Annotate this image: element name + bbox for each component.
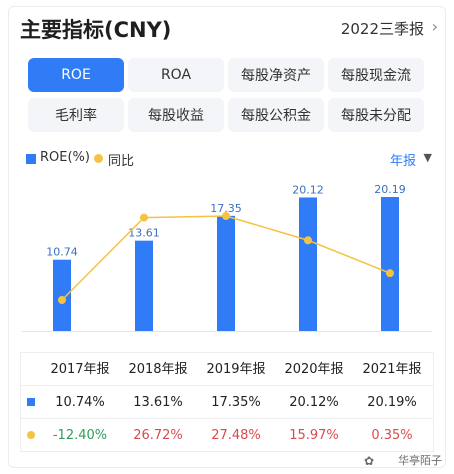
tab-gross-margin[interactable]: 毛利率 xyxy=(28,98,124,132)
yoy-cell: 0.35% xyxy=(371,428,413,443)
roe-cell: 13.61% xyxy=(133,395,183,410)
roe-cell: 17.35% xyxy=(211,395,261,410)
legend-line-swatch xyxy=(94,154,103,163)
yoy-point xyxy=(304,236,312,245)
wechat-icon: ✿ xyxy=(363,454,374,468)
data-table: 2017年报 2018年报 2019年报 2020年报 2021年报 10.74… xyxy=(20,352,434,452)
bar-value-label: 10.74 xyxy=(46,246,78,259)
roe-cell: 20.19% xyxy=(367,395,417,410)
yoy-point xyxy=(386,269,394,278)
roe-cell: 20.12% xyxy=(289,395,339,410)
table-header-row: 2017年报 2018年报 2019年报 2020年报 2021年报 xyxy=(21,353,433,386)
roe-bar xyxy=(53,259,71,331)
table-header-cell: 2021年报 xyxy=(362,362,422,377)
frequency-label: 年报 xyxy=(389,154,416,169)
watermark: 华亭陌子 xyxy=(398,454,442,467)
table-row-yoy: -12.40% 26.72% 27.48% 15.97% 0.35% xyxy=(21,419,433,452)
tab-roa[interactable]: ROA xyxy=(128,58,224,92)
yoy-point xyxy=(140,213,148,222)
report-period-selector[interactable]: 2022三季报 xyxy=(340,20,424,38)
caret-down-icon: ▼ xyxy=(423,151,432,164)
tab-cashflow-ps[interactable]: 每股现金流 xyxy=(328,58,424,92)
tab-bps[interactable]: 每股净资产 xyxy=(228,58,324,92)
bar-value-label: 20.12 xyxy=(292,183,324,196)
table-header-cell: 2017年报 xyxy=(50,362,110,377)
table-header-cell: 2018年报 xyxy=(128,362,188,377)
roe-cell: 10.74% xyxy=(55,395,105,410)
yoy-point xyxy=(58,296,66,304)
yoy-cell: 26.72% xyxy=(133,428,183,443)
page-title: 主要指标(CNY) xyxy=(20,18,172,42)
tab-reserve-ps[interactable]: 每股公积金 xyxy=(228,98,324,132)
card-header: 主要指标(CNY) 2022三季报 › xyxy=(20,14,438,44)
roe-bar xyxy=(217,215,235,331)
table-header-cell: 2019年报 xyxy=(206,362,266,377)
table-header-cell: 2020年报 xyxy=(284,362,344,377)
yoy-cell: 15.97% xyxy=(289,428,339,443)
roe-bar xyxy=(381,197,399,331)
roe-row-marker xyxy=(27,398,35,406)
tab-eps[interactable]: 每股收益 xyxy=(128,98,224,132)
tab-roe[interactable]: ROE xyxy=(28,58,124,92)
yoy-cell: -12.40% xyxy=(52,428,108,443)
yoy-point xyxy=(222,212,230,220)
legend-line-label[interactable]: 同比 xyxy=(108,154,135,169)
roe-bar xyxy=(299,197,317,331)
yoy-row-marker xyxy=(27,431,35,439)
bar-value-label: 13.61 xyxy=(128,227,160,240)
table-row-roe: 10.74% 13.61% 17.35% 20.12% 20.19% xyxy=(21,386,433,419)
chevron-right-icon[interactable]: › xyxy=(431,17,438,36)
roe-bar xyxy=(135,240,153,331)
yoy-cell: 27.48% xyxy=(211,428,261,443)
legend-bar-label[interactable]: ROE(%) xyxy=(40,150,90,165)
bar-value-label: 17.35 xyxy=(210,202,242,215)
bar-value-label: 20.19 xyxy=(374,183,406,196)
tab-undistributed-ps[interactable]: 每股未分配 xyxy=(328,98,424,132)
legend-bar-swatch xyxy=(26,154,36,164)
